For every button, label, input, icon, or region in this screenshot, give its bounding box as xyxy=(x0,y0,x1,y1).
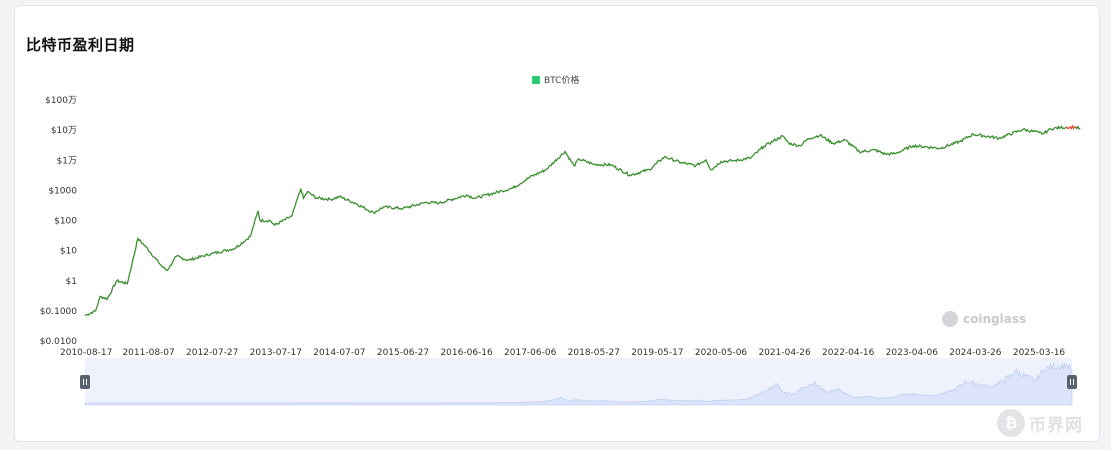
x-tick-label: 2024-03-26 xyxy=(949,348,1002,358)
slider-mini-area xyxy=(84,362,1073,406)
y-tick-label: $10万 xyxy=(51,126,77,136)
y-tick-label: $1000 xyxy=(48,186,77,196)
x-tick-label: 2011-08-07 xyxy=(122,348,174,358)
corner-watermark: ₿ 币界网 xyxy=(997,409,1083,437)
range-slider xyxy=(80,358,1077,406)
btc-price-line-end xyxy=(1075,125,1081,130)
slider-right-handle[interactable] xyxy=(1067,375,1077,389)
slider-left-handle[interactable] xyxy=(80,375,90,389)
x-tick-label: 2025-03-16 xyxy=(1013,348,1066,358)
y-tick-label: $1 xyxy=(66,277,77,287)
y-tick-label: $100 xyxy=(54,217,77,227)
x-tick-label: 2014-07-07 xyxy=(313,348,365,358)
corner-watermark-text: 币界网 xyxy=(1029,415,1083,436)
x-tick-label: 2019-05-17 xyxy=(631,348,683,358)
bitcoin-coin-icon: ₿ xyxy=(997,409,1025,437)
legend-label: BTC价格 xyxy=(544,76,580,86)
x-tick-label: 2017-06-06 xyxy=(504,348,557,358)
x-axis-ticks: 2010-08-17 2011-08-07 2012-07-27 2013-07-17… xyxy=(60,348,1065,358)
legend[interactable]: BTC价格 xyxy=(532,73,579,86)
x-tick-label: 2021-04-26 xyxy=(758,348,811,358)
y-tick-label: $10 xyxy=(60,247,77,257)
page-title: 比特币盈利日期 xyxy=(26,36,135,54)
x-tick-label: 2013-07-17 xyxy=(250,348,302,358)
legend-swatch xyxy=(532,75,540,84)
x-tick-label: 2016-06-16 xyxy=(440,348,493,358)
x-tick-label: 2015-06-27 xyxy=(377,348,429,358)
btc-price-line xyxy=(84,125,1068,317)
x-tick-label: 2012-07-27 xyxy=(186,348,238,358)
x-tick-label: 2020-05-06 xyxy=(695,348,748,358)
coinglass-watermark: coinglass xyxy=(942,311,1026,327)
y-tick-label: $100万 xyxy=(45,96,77,106)
y-tick-label: $0.0100 xyxy=(40,337,77,347)
x-tick-label: 2010-08-17 xyxy=(60,348,112,358)
y-tick-label: $1万 xyxy=(57,156,77,166)
x-tick-label: 2023-04-06 xyxy=(886,348,939,358)
x-tick-label: 2018-05-27 xyxy=(568,348,620,358)
y-axis-ticks: $100万 $10万 $1万 $1000 $100 $10 $1 $0.1000 $0.0100 xyxy=(40,96,77,347)
series-layer xyxy=(84,124,1081,317)
x-tick-label: 2022-04-16 xyxy=(822,348,875,358)
watermark-text: coinglass xyxy=(963,312,1027,326)
coinglass-logo-icon xyxy=(942,311,958,327)
y-tick-label: $0.1000 xyxy=(40,307,77,317)
